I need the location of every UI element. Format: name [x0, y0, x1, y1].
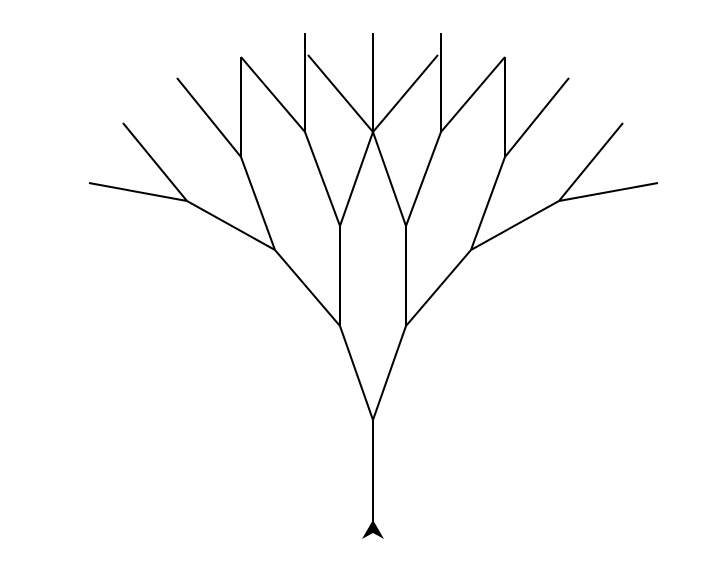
tree-branch-6 — [405, 249, 472, 327]
turtle-arrow-icon — [362, 520, 384, 539]
tree-branch-26 — [122, 122, 188, 202]
tree-branch-16 — [307, 54, 374, 133]
tree-branch-8 — [304, 131, 341, 227]
tree-branch-4 — [274, 249, 341, 327]
tree-branch-17 — [372, 54, 439, 133]
tree-branch-23 — [176, 77, 242, 158]
tree-branch-29 — [558, 182, 659, 202]
tree-branch-1 — [339, 325, 374, 421]
tree-branch-19 — [240, 56, 306, 133]
tree-branch-27 — [88, 182, 188, 202]
tree-branch-11 — [240, 156, 276, 251]
tree-branch-21 — [440, 56, 506, 133]
tree-branch-7 — [339, 131, 374, 227]
tree-branch-14 — [470, 200, 560, 251]
tree-branch-10 — [405, 131, 442, 227]
tree-branch-25 — [504, 77, 570, 158]
tree-branch-2 — [372, 325, 407, 421]
tree-branch-28 — [558, 122, 624, 202]
tree-branch-13 — [470, 156, 506, 251]
tree-branch-9 — [372, 131, 407, 227]
tree-branch-12 — [186, 200, 276, 251]
fractal-tree-branches — [88, 33, 659, 530]
